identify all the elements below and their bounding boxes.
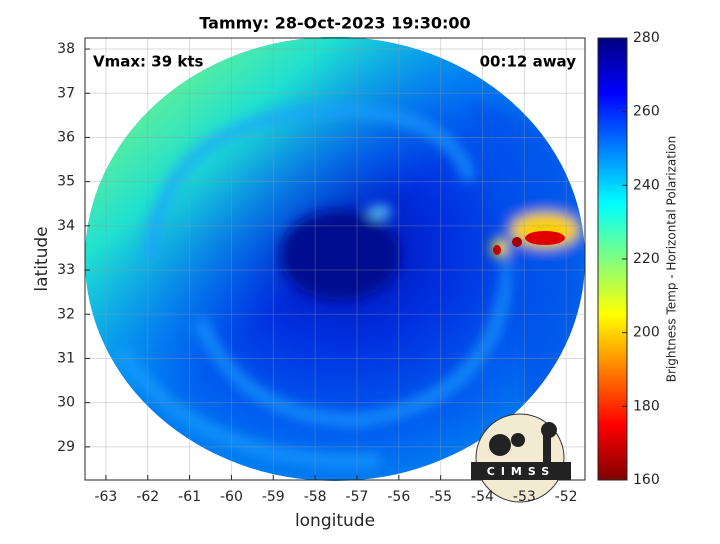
- colorbar-tick-label: 180: [633, 398, 660, 414]
- colorbar-tick-label: 280: [633, 30, 660, 46]
- plot-frame: [84, 37, 586, 481]
- colorbar-tick-label: 240: [633, 177, 660, 193]
- x-axis-label: longitude: [295, 511, 375, 531]
- colorbar-tick-label: 220: [633, 251, 660, 267]
- y-tick-label: 37: [57, 85, 75, 101]
- x-tick-label: -59: [262, 489, 285, 505]
- y-tick-label: 35: [57, 174, 75, 190]
- x-tick-label: -60: [220, 489, 243, 505]
- x-tick-label: -52: [555, 489, 578, 505]
- x-tick-label: -61: [178, 489, 201, 505]
- colorbar-tick-label: 260: [633, 104, 660, 120]
- y-axis-label: latitude: [32, 226, 52, 291]
- x-tick-label: -53: [513, 489, 536, 505]
- x-tick-label: -54: [471, 489, 494, 505]
- y-tick-label: 33: [57, 262, 75, 278]
- x-tick-label: -63: [94, 489, 117, 505]
- colorbar-tick-label: 200: [633, 325, 660, 341]
- annotation: 00:12 away: [480, 53, 577, 71]
- x-tick-label: -56: [387, 489, 410, 505]
- satellite-image: [85, 37, 585, 481]
- y-tick-label: 38: [57, 41, 75, 57]
- x-tick-label: -55: [429, 489, 452, 505]
- y-tick-label: 36: [57, 129, 75, 145]
- x-tick-label: -62: [136, 489, 159, 505]
- y-tick-label: 30: [57, 395, 75, 411]
- colorbar-tick-label: 160: [633, 472, 660, 488]
- logo-text: CIMSS: [487, 465, 555, 478]
- colorbar-label: Brightness Temp - Horizontal Polarizatio…: [665, 136, 679, 383]
- logo: CIMSS: [471, 413, 571, 503]
- y-tick-label: 32: [57, 306, 75, 322]
- y-tick-label: 34: [57, 218, 75, 234]
- y-tick-label: 31: [57, 350, 75, 366]
- y-tick-label: 29: [57, 439, 75, 455]
- x-tick-label: -57: [346, 489, 369, 505]
- chart-title: Tammy: 28-Oct-2023 19:30:00: [199, 14, 470, 33]
- x-tick-label: -58: [304, 489, 327, 505]
- grid: [85, 38, 585, 480]
- annotation: Vmax: 39 kts: [93, 53, 203, 71]
